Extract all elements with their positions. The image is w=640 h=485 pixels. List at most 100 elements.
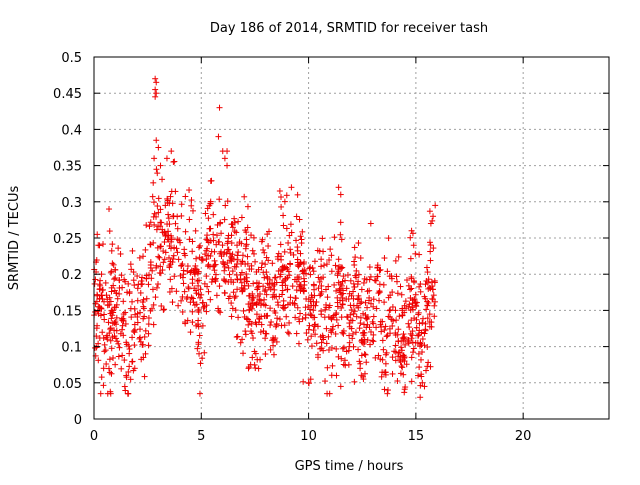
data-point [102,279,109,286]
data-point [403,277,410,284]
data-point [320,274,327,281]
data-point [373,324,380,331]
data-point [106,356,113,363]
data-point [354,296,361,303]
data-point [154,203,161,210]
data-point [137,334,144,341]
data-point [418,356,425,363]
data-point [272,323,279,330]
data-point [107,325,114,332]
data-point [330,323,337,330]
data-point [108,268,115,275]
data-point [327,246,334,253]
data-point [134,297,141,304]
data-point [394,290,401,297]
data-point [401,302,408,309]
data-point [258,300,265,307]
data-point [118,272,125,279]
data-point [159,176,166,183]
data-point [409,306,416,313]
y-tick-label: 0.5 [61,51,82,66]
data-point [236,239,243,246]
data-point [413,299,420,306]
data-point [186,187,193,194]
data-point [223,250,230,257]
data-point [221,261,228,268]
data-point [355,295,362,302]
data-point [116,344,123,351]
data-point [353,313,360,320]
data-point [197,242,204,249]
data-point [150,321,157,328]
data-point [221,267,228,274]
data-point [366,276,373,283]
data-point [313,340,320,347]
data-point-outlier [187,329,194,336]
data-point [323,340,330,347]
data-point [222,202,229,209]
data-point [379,337,386,344]
data-point [134,319,141,326]
data-point [384,268,391,275]
data-point [392,342,399,349]
data-point [231,228,238,235]
data-point [182,319,189,326]
data-point [393,317,400,324]
data-point [195,291,202,298]
data-point [416,320,423,327]
data-point [329,326,336,333]
data-point [108,370,115,377]
data-point [340,344,347,351]
data-point [265,242,272,249]
data-point [238,214,245,221]
data-point [407,255,414,262]
data-point [423,264,430,271]
data-point [302,311,309,318]
data-point [409,300,416,307]
data-point [306,322,313,329]
data-point [401,389,408,396]
data-point [312,331,319,338]
data-point [331,234,338,241]
data-point [419,336,426,343]
data-point [380,346,387,353]
data-point [262,351,269,358]
data-point [220,260,227,267]
data-point [409,339,416,346]
data-point [323,261,330,268]
data-point [417,340,424,347]
data-point [131,342,138,349]
data-point [140,315,147,322]
data-point [107,326,114,333]
data-point [372,354,379,361]
data-point-outlier [100,365,107,372]
data-point-outlier [142,350,149,357]
data-point [377,318,384,325]
y-tick-label: 0 [74,413,82,428]
data-point [109,241,116,248]
data-point-outlier [152,75,159,82]
data-point [397,370,404,377]
data-point [180,271,187,278]
data-point [112,318,119,325]
data-point [367,328,374,335]
data-point [355,240,362,247]
data-point [405,282,412,289]
data-point [149,267,156,274]
data-point [217,220,224,227]
data-point [198,256,205,263]
data-point [147,241,154,248]
data-point [311,258,318,265]
data-point [350,288,357,295]
x-tick-label: 15 [408,429,425,444]
data-point [273,320,280,327]
data-point [278,203,285,210]
data-point [274,299,281,306]
data-point [322,378,329,385]
data-point [121,383,128,390]
data-point [283,313,290,320]
data-point [381,255,388,262]
data-point [367,273,374,280]
data-point [396,313,403,320]
